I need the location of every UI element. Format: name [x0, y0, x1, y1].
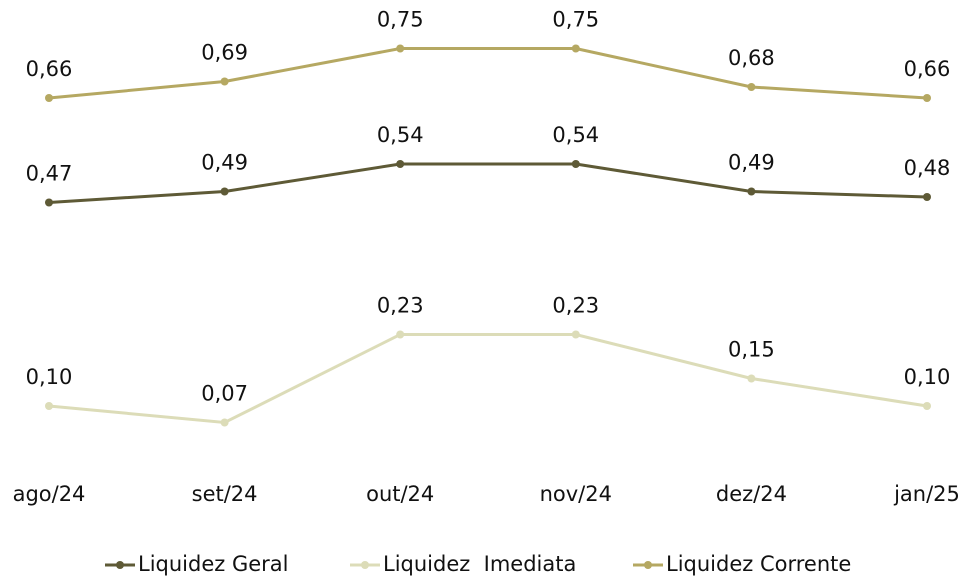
legend-marker — [116, 561, 124, 569]
data-label: 0,54 — [377, 123, 424, 147]
x-tick-label: jan/25 — [893, 482, 960, 506]
data-label: 0,10 — [904, 365, 951, 389]
legend-marker — [361, 561, 369, 569]
series-line — [48, 47, 928, 100]
point — [571, 44, 580, 53]
point — [923, 94, 931, 102]
series-line — [48, 162, 928, 204]
data-label: 0,15 — [728, 338, 775, 362]
data-label: 0,54 — [552, 123, 599, 147]
point — [747, 83, 756, 91]
point — [220, 418, 229, 427]
point — [747, 187, 756, 196]
data-label: 0,47 — [26, 162, 73, 186]
point — [220, 77, 229, 86]
data-label: 0,75 — [552, 8, 599, 32]
data-label: 0,66 — [26, 57, 73, 81]
data-label: 0,23 — [377, 294, 424, 318]
x-tick-label: set/24 — [192, 482, 258, 506]
point — [396, 160, 405, 168]
data-label: 0,66 — [904, 57, 951, 81]
data-label: 0,75 — [377, 8, 424, 32]
data-label: 0,10 — [26, 365, 73, 389]
x-tick-label: ago/24 — [13, 482, 86, 506]
legend-label: Liquidez Geral — [138, 552, 289, 576]
x-tick-label: out/24 — [366, 482, 434, 506]
data-label: 0,07 — [201, 382, 248, 406]
point — [923, 402, 931, 410]
point — [923, 193, 931, 201]
x-tick-label: nov/24 — [540, 482, 612, 506]
point — [571, 330, 580, 339]
point — [45, 198, 53, 207]
point — [45, 94, 53, 102]
point — [396, 44, 405, 53]
legend-label: Liquidez Imediata — [383, 552, 576, 576]
data-label: 0,49 — [201, 151, 248, 175]
data-label: 0,49 — [728, 151, 775, 175]
point — [571, 160, 580, 168]
point — [45, 402, 53, 410]
data-label: 0,68 — [728, 46, 775, 70]
data-label: 0,23 — [552, 294, 599, 318]
legend-marker — [644, 561, 652, 569]
data-label: 0,48 — [904, 156, 951, 180]
point — [396, 330, 405, 339]
point — [220, 187, 229, 196]
data-label: 0,69 — [201, 41, 248, 65]
point — [747, 374, 756, 383]
legend-label: Liquidez Corrente — [666, 552, 851, 576]
series-line — [48, 333, 928, 425]
x-tick-label: dez/24 — [716, 482, 787, 506]
